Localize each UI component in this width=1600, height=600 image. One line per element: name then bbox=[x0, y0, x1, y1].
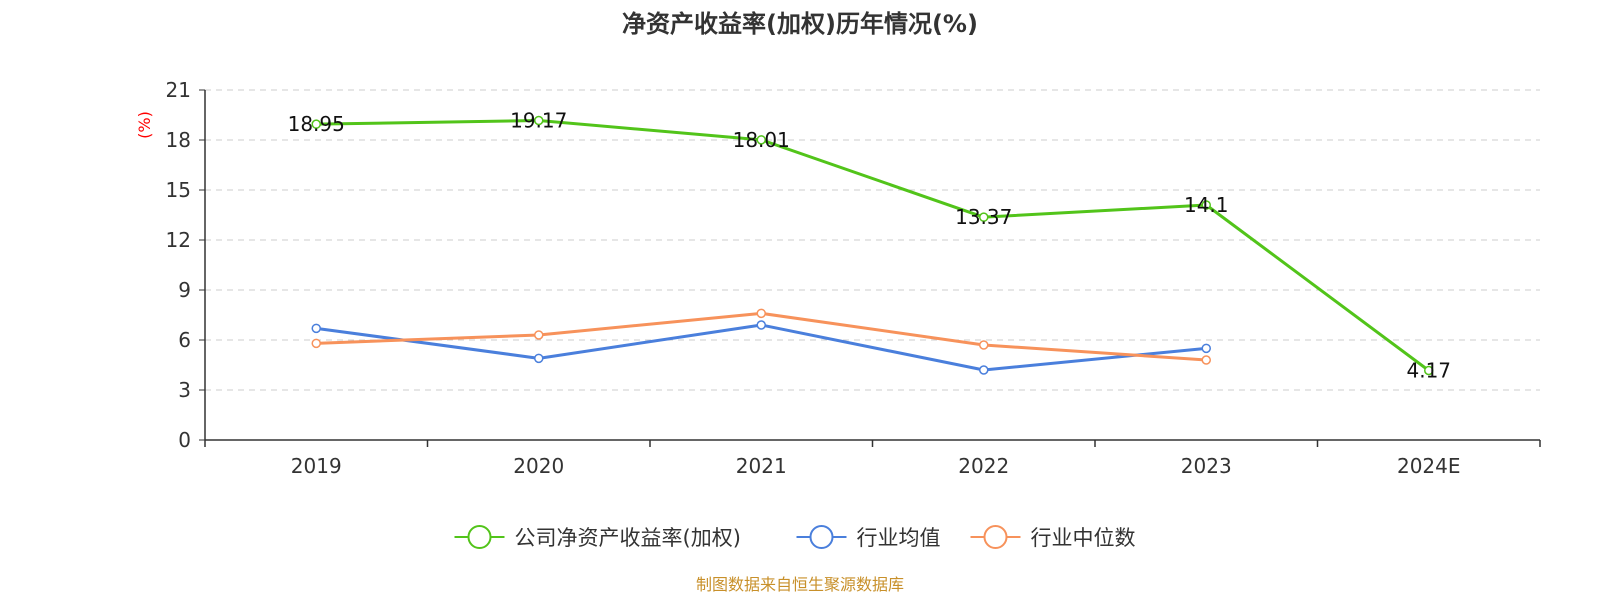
x-tick-label: 2023 bbox=[1181, 454, 1232, 478]
y-tick-label: 6 bbox=[178, 328, 191, 352]
data-point bbox=[1201, 355, 1211, 365]
source-note: 制图数据来自恒生聚源数据库 bbox=[696, 575, 904, 594]
x-tick-label: 2021 bbox=[736, 454, 787, 478]
grid-lines bbox=[205, 89, 1540, 391]
data-point bbox=[979, 340, 989, 350]
legend-label[interactable]: 行业中位数 bbox=[1031, 526, 1136, 550]
data-point bbox=[534, 330, 544, 340]
legend-marker bbox=[983, 525, 1008, 549]
legend[interactable]: 公司净资产收益率(加权) 行业均值 行业中位数 bbox=[454, 525, 1136, 550]
data-point bbox=[534, 353, 544, 364]
x-tick-label: 2019 bbox=[291, 454, 342, 478]
legend-label[interactable]: 行业均值 bbox=[857, 526, 941, 550]
data-point bbox=[756, 135, 766, 145]
data-label: 14.1 bbox=[1184, 193, 1229, 217]
data-point bbox=[979, 365, 989, 375]
legend-marker bbox=[809, 525, 834, 549]
axes: 0 3 6 9 12 15 18 21 2019 2020 2021 2022 2023 2024E bbox=[166, 78, 1541, 478]
data-point bbox=[756, 308, 766, 319]
x-tick-label: 2024E bbox=[1397, 454, 1461, 478]
data-label: 18.95 bbox=[288, 112, 345, 136]
legend-label[interactable]: 公司净资产收益率(加权) bbox=[515, 526, 741, 550]
data-label: 4.17 bbox=[1406, 359, 1451, 383]
legend-marker bbox=[467, 525, 492, 549]
y-tick-label: 9 bbox=[178, 278, 191, 302]
data-point bbox=[756, 320, 766, 330]
data-label: 18.01 bbox=[733, 128, 790, 152]
y-tick-label: 21 bbox=[166, 78, 191, 102]
y-tick-label: 12 bbox=[166, 228, 191, 252]
y-tick-label: 18 bbox=[166, 128, 191, 152]
data-labels: 18.95 19.17 18.01 13.37 14.1 4.17 bbox=[288, 109, 1451, 383]
series-line-1 bbox=[316, 323, 1207, 372]
data-point bbox=[311, 338, 321, 349]
y-tick-label: 15 bbox=[166, 178, 191, 202]
x-tick-label: 2022 bbox=[958, 454, 1009, 478]
y-tick-label: 0 bbox=[178, 428, 191, 452]
data-point bbox=[979, 212, 989, 222]
x-tick-label: 2020 bbox=[513, 454, 564, 478]
series-line-0 bbox=[316, 119, 1430, 372]
data-point bbox=[1424, 365, 1434, 376]
chart-title: 净资产收益率(加权)历年情况(%) bbox=[622, 10, 978, 38]
series-group bbox=[311, 115, 1434, 376]
data-point bbox=[1201, 343, 1211, 354]
data-point bbox=[311, 119, 321, 129]
data-point bbox=[311, 323, 321, 334]
y-tick-label: 3 bbox=[178, 378, 191, 402]
data-label: 19.17 bbox=[510, 109, 567, 133]
data-point bbox=[1201, 200, 1211, 210]
y-axis-label: (%) bbox=[135, 111, 154, 139]
data-label: 13.37 bbox=[955, 205, 1012, 229]
data-point bbox=[534, 115, 544, 126]
